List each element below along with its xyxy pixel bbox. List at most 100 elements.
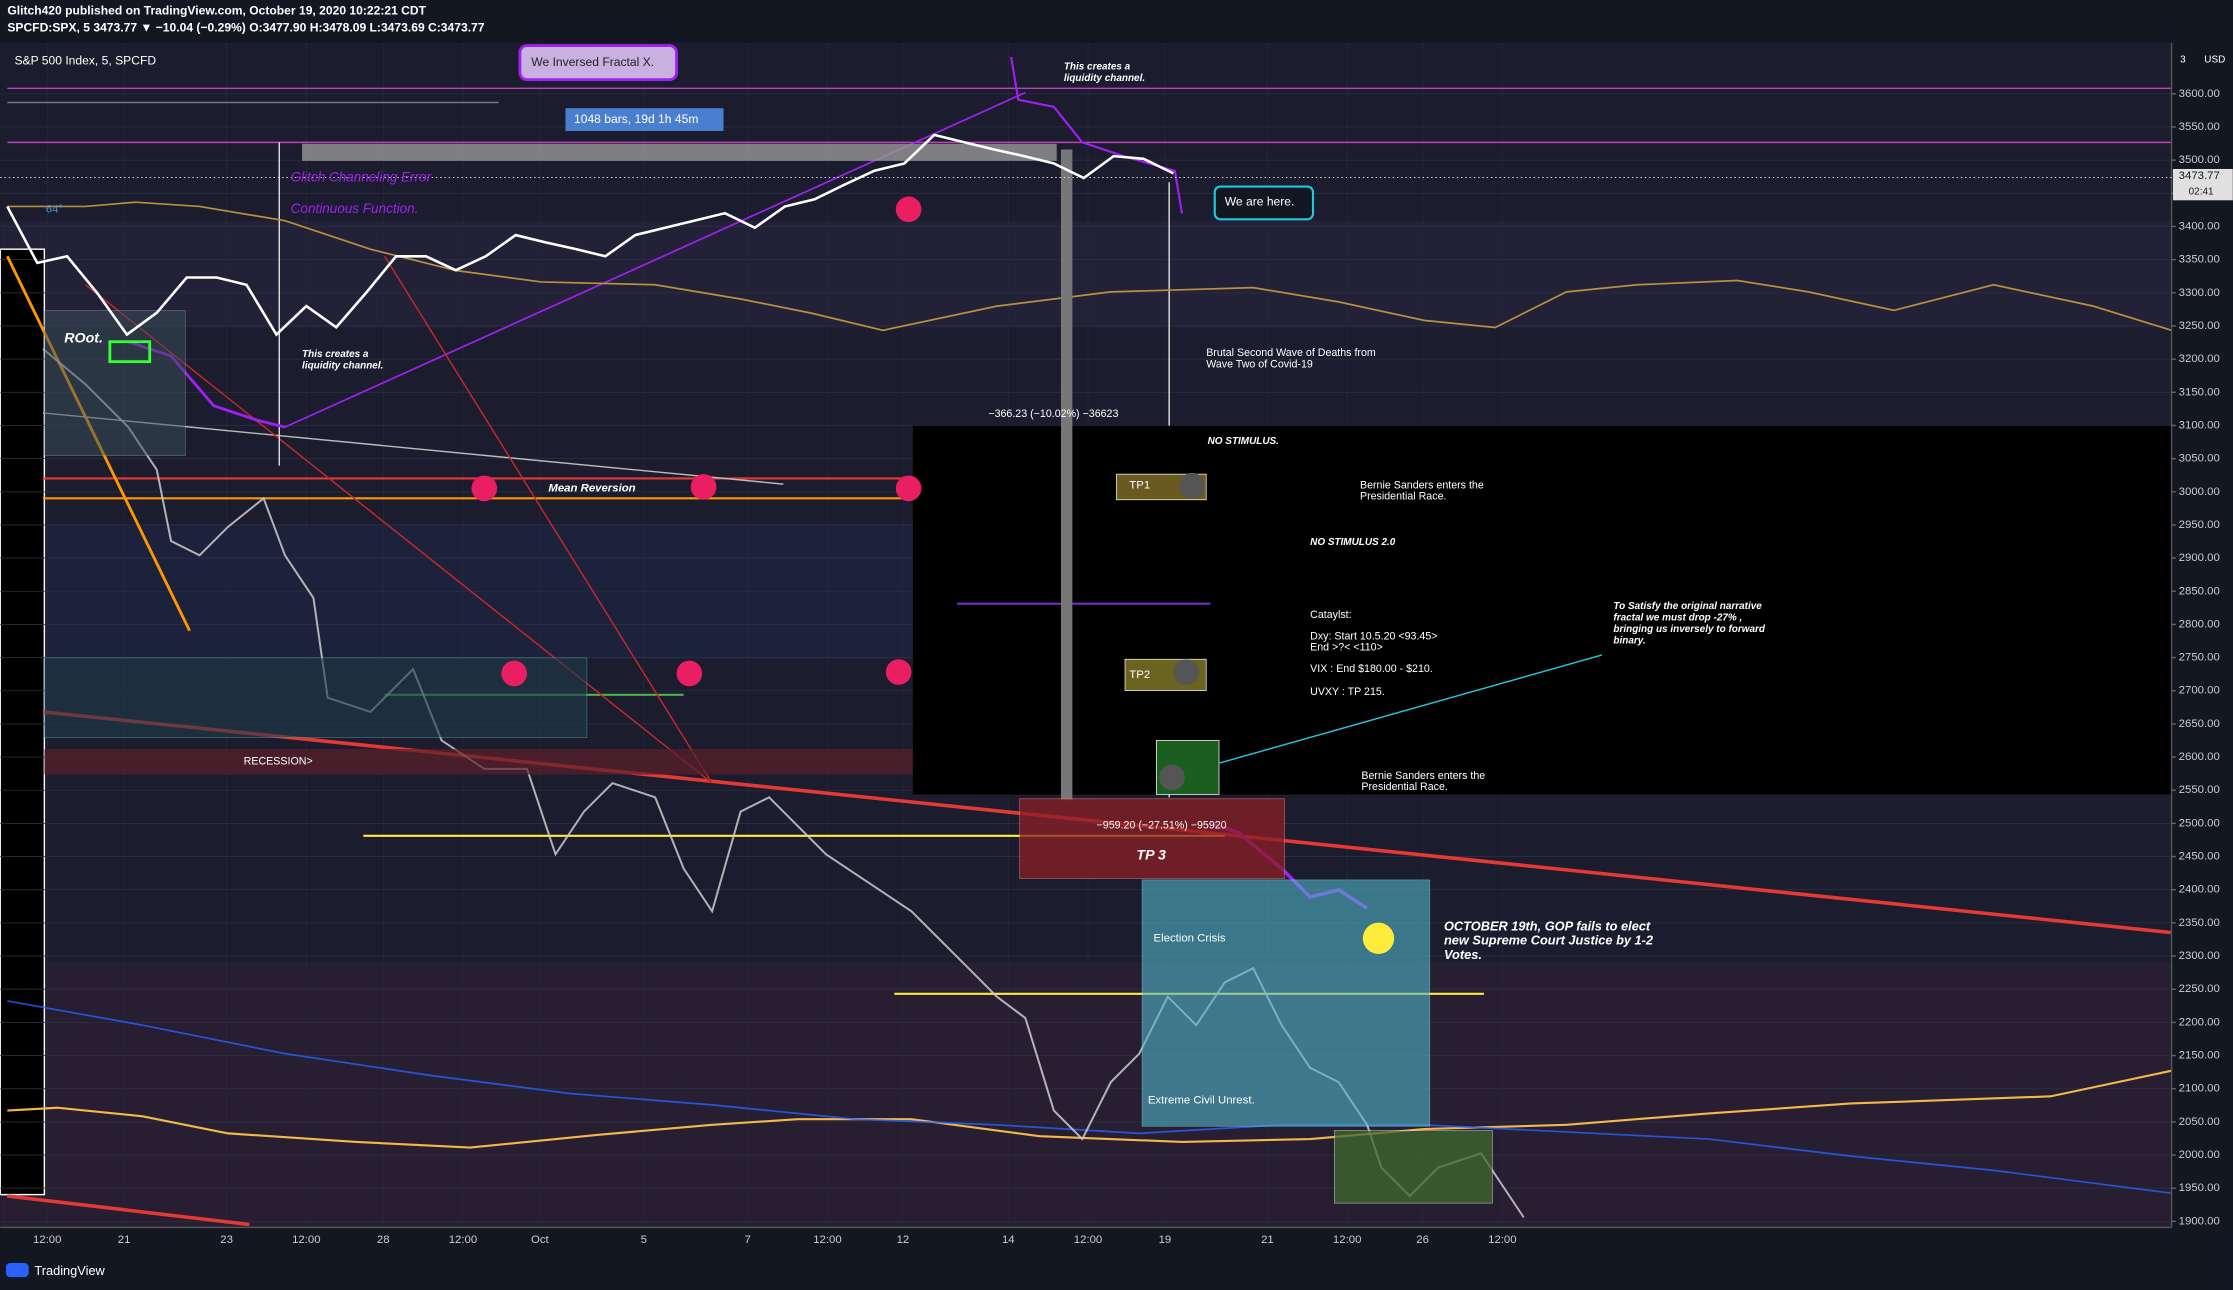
- y-tick-label: 1950.00: [2179, 1182, 2220, 1194]
- y-tick-label: 1900.00: [2179, 1215, 2220, 1227]
- y-tick-label: 2300.00: [2179, 950, 2220, 962]
- range-bar: [1060, 149, 1073, 801]
- side-bar: [0, 248, 46, 1196]
- zone-box: [43, 657, 588, 738]
- x-tick-label: 21: [118, 1234, 131, 1246]
- x-tick-label: 12:00: [1333, 1234, 1361, 1246]
- y-tick-label: 2100.00: [2179, 1083, 2220, 1095]
- symbol-line: SPCFD:SPX, 5 3473.77 ▼ −10.04 (−0.29%) O…: [7, 21, 484, 35]
- logo: [5, 1262, 29, 1278]
- y-tick-label: 2650.00: [2179, 718, 2220, 730]
- question-marker: [1179, 472, 1205, 499]
- x-tick-label: 26: [1416, 1234, 1429, 1246]
- y-tick-label: 2750.00: [2179, 652, 2220, 664]
- x-tick-label: 12:00: [292, 1234, 320, 1246]
- author-line: Glitch420 published on TradingView.com, …: [7, 4, 426, 18]
- y-tick-label: 2450.00: [2179, 851, 2220, 863]
- annotation: 64°: [46, 203, 63, 215]
- y-tick-label: 2900.00: [2179, 552, 2220, 564]
- marker-group: [471, 196, 1395, 954]
- y-tick-label: 2200.00: [2179, 1016, 2220, 1028]
- channel-line: [85, 284, 713, 784]
- y-tick-label: 3150.00: [2179, 386, 2220, 398]
- x-marker: [676, 660, 703, 687]
- target-box: [1333, 1130, 1493, 1204]
- moving-average: [7, 1069, 2172, 1149]
- moving-average: [7, 1000, 2172, 1195]
- y-tick-label: 3300.00: [2179, 287, 2220, 299]
- countdown: 02:41: [2189, 186, 2214, 197]
- header-bar: [0, 0, 2233, 43]
- target-box: [1019, 798, 1285, 879]
- band: [0, 220, 2172, 328]
- annotation: fractal we must drop -27% ,: [1613, 613, 1742, 624]
- x-tick-label: 12:00: [813, 1234, 841, 1246]
- range-bar: [302, 143, 1057, 161]
- annotation: Continuous Function.: [291, 201, 419, 216]
- x-tick-label: 19: [1159, 1234, 1172, 1246]
- price-axis: [2171, 42, 2233, 1239]
- y-tick-label: 3100.00: [2179, 419, 2220, 431]
- annotation: Election Crisis: [1154, 932, 1226, 944]
- y-tick-label: 3350.00: [2179, 254, 2220, 266]
- callout-box: [565, 108, 724, 131]
- y-unit: USD: [2204, 54, 2225, 65]
- zone-box: [44, 748, 913, 775]
- y-tick-label: 2000.00: [2179, 1149, 2220, 1161]
- annotation: bringing us inversely to forward: [1613, 624, 1765, 635]
- x-tick-label: 7: [745, 1234, 751, 1246]
- y-tick-label: 2950.00: [2179, 519, 2220, 531]
- last-price-label: 3473.77: [2179, 170, 2220, 182]
- y-tick-label: 3600.00: [2179, 88, 2220, 100]
- annotation: −959.20 (−27.51%) −95920: [1097, 820, 1227, 832]
- annotation: −366.23 (−10.02%) −36623: [988, 408, 1118, 420]
- price-line: [6, 133, 1175, 337]
- trend-line: [7, 1194, 250, 1227]
- annotation: Dxy: Start 10.5.20 <93.45>: [1310, 630, 1437, 642]
- x-marker: [471, 475, 498, 502]
- y-tick-label: 3500.00: [2179, 154, 2220, 166]
- annotation: We Inversed Fractal X.: [531, 55, 654, 69]
- question-marker: [1173, 659, 1200, 685]
- x-marker: [501, 660, 528, 687]
- x-tick-label: 12:00: [1074, 1234, 1102, 1246]
- x-tick-label: 5: [641, 1234, 647, 1246]
- annotation: ROot.: [64, 331, 103, 347]
- y-tick-label: 2850.00: [2179, 585, 2220, 597]
- annotation: UVXY : TP 215.: [1310, 686, 1385, 698]
- annotation: VIX : End $180.00 - $210.: [1310, 663, 1433, 675]
- chart-title: S&P 500 Index, 5, SPCFD: [14, 53, 156, 67]
- y-tick-label: 2150.00: [2179, 1050, 2220, 1062]
- annotation: TP1: [1129, 480, 1150, 492]
- annotation: binary.: [1613, 635, 1645, 646]
- annotation: NO STIMULUS.: [1208, 436, 1279, 447]
- axis-corner: 3: [2180, 54, 2186, 65]
- annotation: Wave Two of Covid-19: [1206, 358, 1313, 370]
- y-tick-label: 3250.00: [2179, 320, 2220, 332]
- annotation: Glitch Channeling Error: [291, 170, 432, 185]
- annotation: Votes.: [1444, 947, 1482, 962]
- x-tick-label: 14: [1002, 1234, 1015, 1246]
- x-tick-label: 21: [1261, 1234, 1274, 1246]
- band: [0, 962, 2172, 1228]
- annotation: 1048 bars, 19d 1h 45m: [574, 112, 698, 126]
- x-tick-label: 12: [897, 1234, 910, 1246]
- y-tick-label: 2050.00: [2179, 1116, 2220, 1128]
- x-marker: [895, 475, 922, 502]
- annotation: Bernie Sanders enters the: [1361, 770, 1485, 782]
- x-tick-label: 23: [220, 1234, 233, 1246]
- x-tick-label: Oct: [531, 1234, 550, 1246]
- annotation: RECESSION>: [244, 756, 313, 768]
- annotation: Presidential Race.: [1360, 491, 1446, 503]
- y-tick-label: 2400.00: [2179, 884, 2220, 896]
- annotation: This creates a: [302, 349, 369, 360]
- callout-box: [1213, 185, 1315, 221]
- y-tick-label: 2350.00: [2179, 917, 2220, 929]
- overlay-panel: [912, 425, 2172, 795]
- question-marker: [1159, 764, 1185, 791]
- annotation: liquidity channel.: [302, 361, 383, 372]
- projection: [1010, 56, 1184, 214]
- annotation: To Satisfy the original narrative: [1613, 601, 1762, 612]
